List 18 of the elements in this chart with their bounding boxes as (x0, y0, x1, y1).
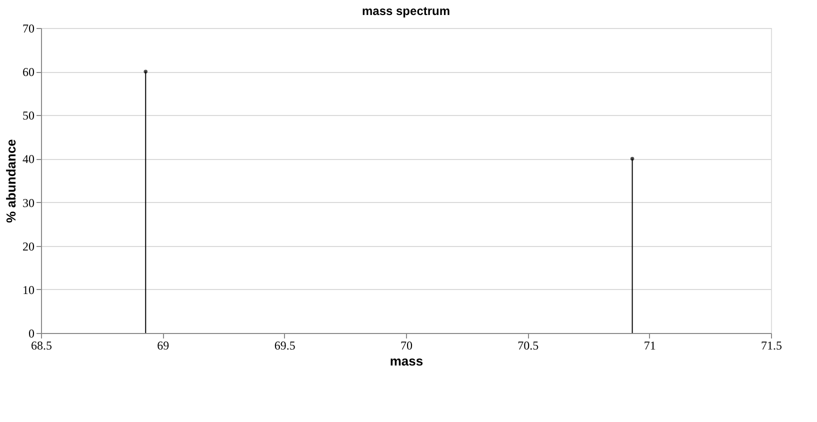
x-tick-label: 70 (400, 338, 412, 352)
y-axis-title: % abundance (4, 139, 18, 223)
x-axis-title: mass (390, 354, 424, 368)
x-tick-label: 71.5 (761, 338, 782, 352)
x-tick-label: 71 (644, 338, 656, 352)
y-tick-label: 40 (22, 152, 34, 166)
y-tick-label: 0 (28, 326, 34, 340)
x-tick-label: 68.5 (31, 338, 52, 352)
x-tick-label: 70.5 (518, 338, 539, 352)
y-tick-label: 10 (22, 282, 34, 297)
x-tick-label: 69.5 (274, 338, 296, 352)
x-tick-label: 69 (157, 338, 170, 352)
chart-title: mass spectrum (362, 4, 450, 18)
y-tick-label: 60 (22, 65, 34, 80)
y-tick-label: 70 (22, 22, 34, 36)
y-tick-label: 50 (22, 108, 34, 123)
y-tick-label: 30 (22, 196, 34, 210)
y-tick-label: 20 (22, 239, 34, 254)
